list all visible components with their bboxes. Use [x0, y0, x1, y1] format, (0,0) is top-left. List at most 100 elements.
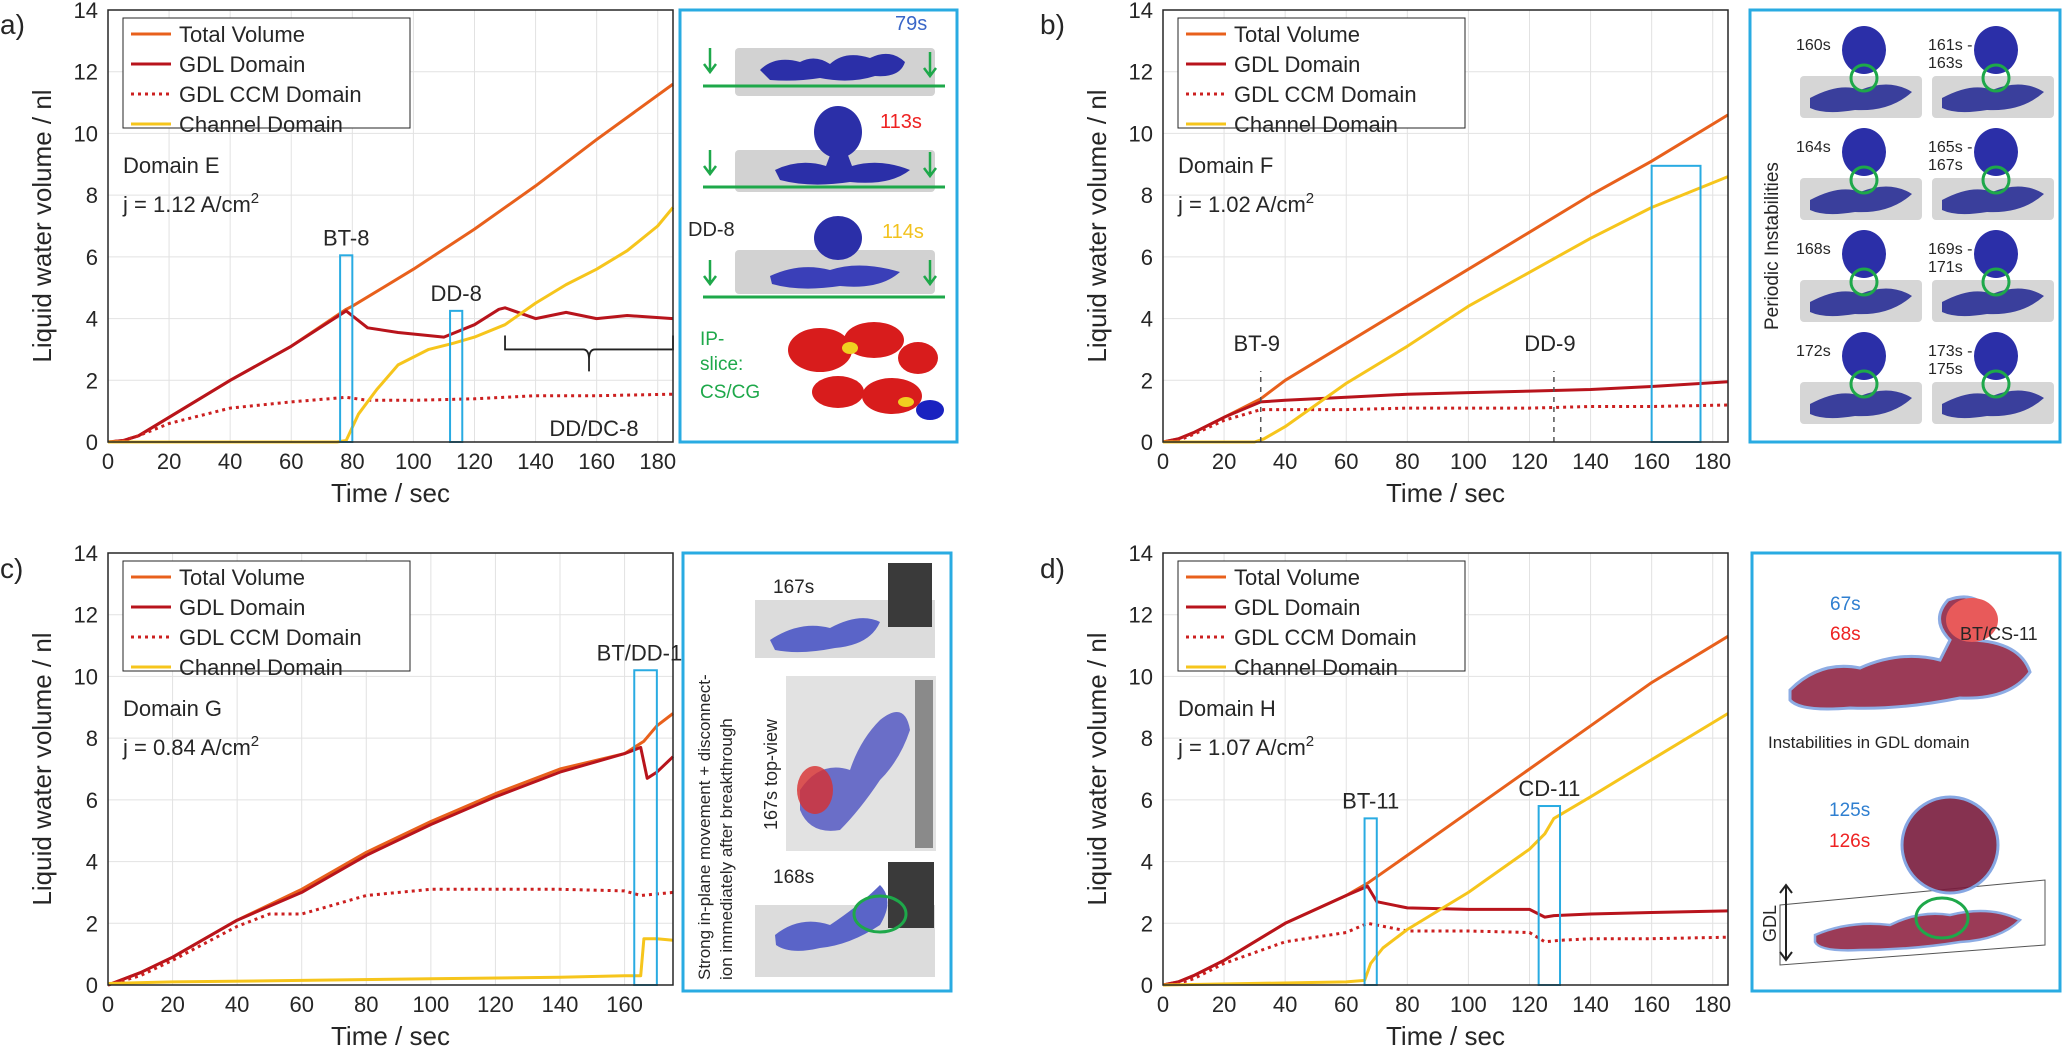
series-line-2	[1162, 380, 1729, 444]
y-tick-label: 10	[74, 121, 98, 146]
y-tick-label: 4	[1141, 850, 1153, 875]
double-arrow-icon	[1779, 883, 1793, 962]
water-cluster-image	[760, 53, 905, 81]
event-label: BT/DD-10	[597, 640, 695, 665]
arrow-down-icon	[703, 150, 717, 177]
event-label: BT-11	[1342, 788, 1399, 813]
green-circle-marker	[1849, 267, 1879, 297]
x-tick-label: 100	[1450, 992, 1487, 1017]
y-tick-label: 2	[1141, 911, 1153, 936]
x-tick-label: 160	[1633, 992, 1670, 1017]
legend-label: Channel Domain	[1234, 112, 1398, 137]
x-tick-label: 0	[1157, 992, 1169, 1017]
water-cluster-image	[1942, 84, 2044, 113]
y-tick-label: 2	[86, 911, 98, 936]
y-tick-label: 8	[86, 726, 98, 751]
x-axis-label: Time / sec	[331, 1021, 450, 1051]
inset-d-time-2: 68s	[1830, 624, 1861, 645]
inset-b-time-label: 175s	[1928, 361, 1963, 378]
legend-box	[122, 17, 411, 129]
y-tick-label: 4	[1141, 307, 1153, 332]
event-label: BT-8	[323, 225, 369, 250]
y-tick-label: 8	[1141, 183, 1153, 208]
inset-b-time-label: 163s	[1928, 55, 1963, 72]
event-label: DD-9	[1524, 331, 1575, 356]
x-tick-label: 60	[289, 992, 313, 1017]
channel-block-image	[915, 680, 933, 848]
x-axis-label: Time / sec	[1386, 478, 1505, 508]
legend-label: Channel Domain	[179, 112, 343, 137]
inset-a-time-2: 113s	[880, 111, 922, 133]
green-circle-marker	[1981, 369, 2011, 399]
x-axis-label: Time / sec	[331, 478, 450, 508]
y-tick-label: 10	[1129, 121, 1153, 146]
domain-label: Domain H	[1178, 696, 1276, 721]
water-cluster-image	[1942, 186, 2044, 215]
series-line-2	[1162, 884, 1729, 987]
inset-b-time-label: 161s -	[1928, 37, 1972, 54]
x-tick-label: 40	[225, 992, 249, 1017]
arrow-down-icon	[923, 260, 937, 287]
green-circle-marker	[1981, 165, 2011, 195]
arrow-down-icon	[923, 52, 937, 79]
droplet-image	[1974, 128, 2018, 176]
y-tick-label: 12	[1129, 60, 1153, 85]
legend-label: Total Volume	[179, 565, 305, 590]
domain-label: Domain E	[123, 153, 220, 178]
droplet-image	[1842, 26, 1886, 74]
y-tick-label: 2	[86, 368, 98, 393]
legend-label: GDL CCM Domain	[1234, 82, 1417, 107]
x-tick-label: 180	[639, 449, 676, 474]
plot-frame	[107, 9, 674, 443]
droplet-image	[1900, 795, 2000, 895]
x-tick-label: 60	[279, 449, 303, 474]
y-axis-label: Liquid water volume / nl	[27, 632, 57, 905]
ip-slice-label-2: slice:	[700, 354, 743, 375]
droplet-image	[1842, 128, 1886, 176]
brace-label: DD/DC-8	[549, 416, 638, 441]
droplet-image	[1974, 230, 2018, 278]
inset-b-time-label: 172s	[1796, 343, 1831, 360]
legend-label: Total Volume	[1234, 565, 1360, 590]
x-tick-label: 40	[218, 449, 242, 474]
green-circle-marker	[1981, 63, 2011, 93]
inset-b-time-label: 160s	[1796, 37, 1831, 54]
superscript: 2	[1306, 733, 1314, 750]
superscript: 2	[1306, 190, 1314, 207]
y-tick-label: 0	[86, 973, 98, 998]
domain-label: Domain F	[1178, 153, 1273, 178]
x-tick-label: 160	[578, 449, 615, 474]
inset-c-text-1: Strong in-plane movement + disconnect-	[695, 674, 714, 980]
current-density-label: j = 1.12 A/cm2	[122, 190, 259, 217]
green-circle-marker	[1849, 63, 1879, 93]
green-circle-marker	[1914, 896, 1970, 940]
x-axis-label: Time / sec	[1386, 1021, 1505, 1051]
event-label: BT-9	[1233, 331, 1279, 356]
arrow-down-icon	[703, 48, 717, 75]
legend-label: GDL Domain	[179, 52, 305, 77]
inset-c: Strong in-plane movement + disconnect- i…	[681, 551, 953, 993]
x-tick-label: 120	[456, 449, 493, 474]
y-tick-label: 6	[86, 788, 98, 813]
y-tick-label: 6	[86, 245, 98, 270]
inset-c-text-2: ion immediately after breakthrough	[717, 718, 736, 980]
x-tick-label: 120	[477, 992, 514, 1017]
inset-b-time-label: 169s -	[1928, 241, 1972, 258]
y-tick-label: 12	[74, 603, 98, 628]
legend-label: Total Volume	[1234, 22, 1360, 47]
y-tick-label: 0	[1141, 430, 1153, 455]
water-cluster-image	[1810, 288, 1912, 317]
x-tick-label: 160	[606, 992, 643, 1017]
y-tick-label: 8	[86, 183, 98, 208]
plot-frame	[107, 552, 674, 986]
water-cluster-image	[770, 618, 880, 653]
current-density-label: j = 1.07 A/cm2	[1177, 733, 1314, 760]
green-circle-marker	[1981, 267, 2011, 297]
x-tick-label: 60	[1334, 992, 1358, 1017]
x-tick-label: 180	[1694, 992, 1731, 1017]
x-tick-label: 0	[102, 449, 114, 474]
droplet-image	[1974, 332, 2018, 380]
water-cluster-image	[1810, 84, 1912, 113]
y-tick-label: 4	[86, 307, 98, 332]
series-line-2	[107, 306, 674, 444]
